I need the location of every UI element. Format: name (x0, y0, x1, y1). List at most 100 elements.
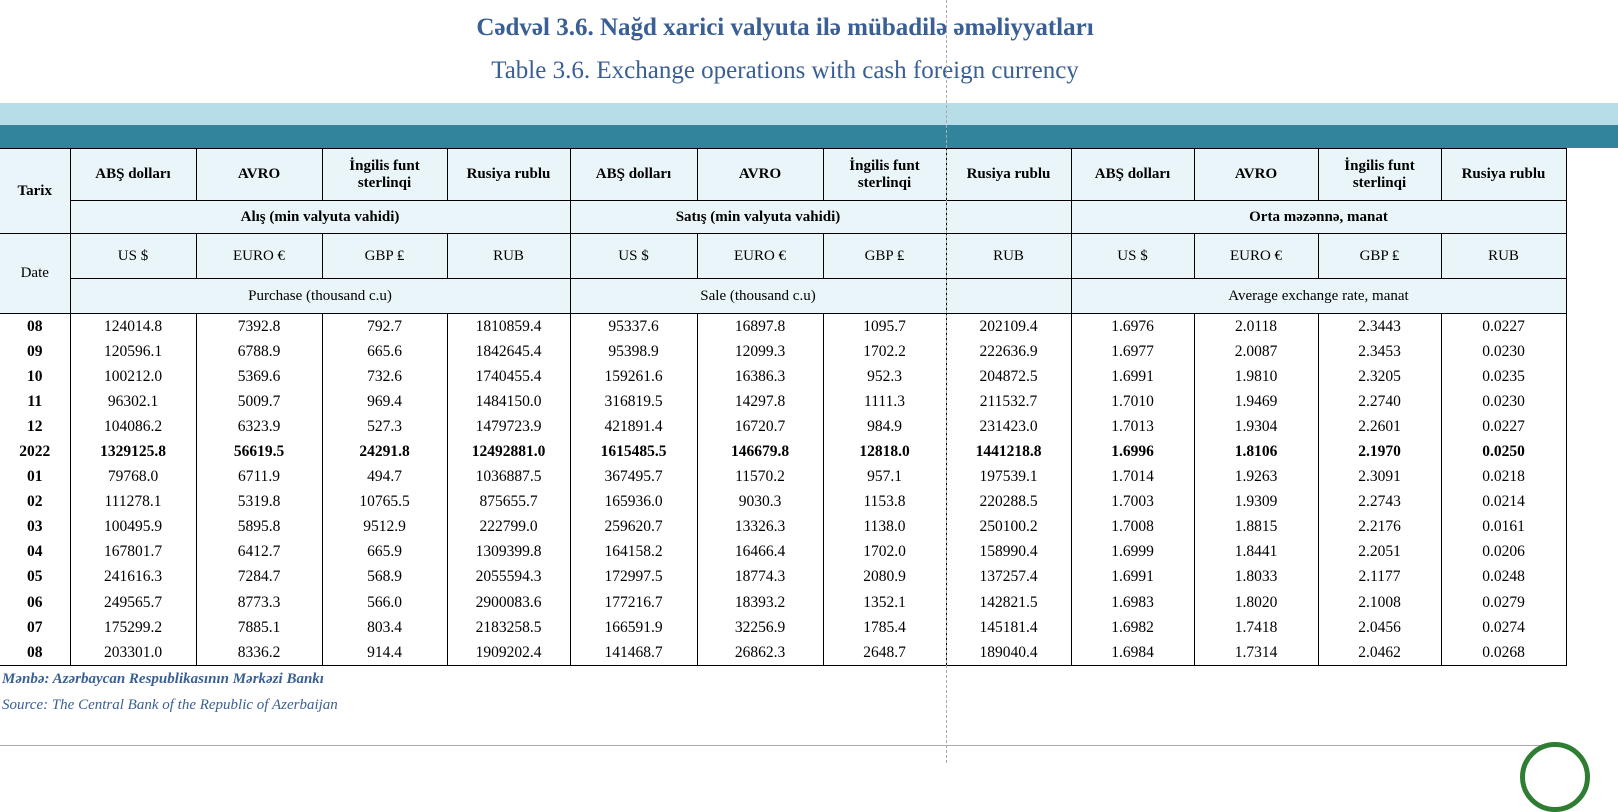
data-cell: 316819.5 (569, 389, 698, 415)
data-cell: 0.0214 (1440, 489, 1567, 515)
data-cell: 7885.1 (195, 615, 323, 641)
data-cell: 1702.2 (822, 339, 947, 365)
data-cell: 957.1 (822, 464, 947, 490)
data-cell: 250100.2 (945, 514, 1072, 540)
data-cell: 665.9 (321, 539, 448, 565)
group-header-purchase-en: Purchase (thousand c.u) (69, 278, 571, 314)
data-cell: 1138.0 (822, 514, 947, 540)
data-cell: 0.0227 (1440, 313, 1567, 340)
data-cell: 1.8106 (1193, 439, 1319, 465)
table-row: 06 249565.7 8773.3 566.0 2900083.6 177216.7 18… (0, 590, 1567, 616)
table-title-az: Cədvəl 3.6. Nağd xarici valyuta ilə müba… (476, 14, 1094, 41)
table-row: 12 104086.2 6323.9 527.3 1479723.9 421891.4 16… (0, 414, 1567, 440)
data-cell: 197539.1 (945, 464, 1072, 490)
currency-header-az: İngilis funt sterlinqi (1317, 148, 1442, 201)
data-cell: 1.9469 (1193, 389, 1319, 415)
currency-header-az: Rusiya rublu (446, 148, 571, 201)
data-cell: 1352.1 (822, 590, 947, 616)
data-cell: 875655.7 (446, 489, 571, 515)
data-cell: 259620.7 (569, 514, 698, 540)
group-header-sale-az: Satış (min valyuta vahidi) (569, 200, 947, 234)
data-cell: 1.6999 (1070, 539, 1195, 565)
currency-header-az: İngilis funt sterlinqi (822, 148, 947, 201)
row-date: 08 (0, 640, 71, 667)
data-cell: 1153.8 (822, 489, 947, 515)
data-cell: 142821.5 (945, 590, 1072, 616)
data-cell: 0.0218 (1440, 464, 1567, 490)
data-cell: 100212.0 (69, 364, 197, 390)
data-cell: 2.0456 (1317, 615, 1442, 641)
data-cell: 1.7418 (1193, 615, 1319, 641)
table-row: 02 111278.1 5319.8 10765.5 875655.7 165936.0 9… (0, 489, 1567, 515)
data-cell: 167801.7 (69, 539, 197, 565)
data-cell: 8773.3 (195, 590, 323, 616)
row-date: 10 (0, 364, 71, 390)
data-cell: 166591.9 (569, 615, 698, 641)
currency-header-az: İngilis funt sterlinqi (321, 148, 448, 201)
data-cell: 0.0161 (1440, 514, 1567, 540)
group-header-empty (945, 200, 1072, 234)
group-header-average-en: Average exchange rate, manat (1070, 278, 1567, 314)
data-cell: 952.3 (822, 364, 947, 390)
data-cell: 1.6976 (1070, 313, 1195, 340)
data-cell: 203301.0 (69, 640, 197, 667)
data-cell: 5369.6 (195, 364, 323, 390)
data-cell: 124014.8 (69, 313, 197, 340)
currency-header-en: RUB (446, 233, 571, 279)
data-cell: 164158.2 (569, 539, 698, 565)
table-row: 11 96302.1 5009.7 969.4 1484150.0 316819.5 142… (0, 389, 1567, 415)
data-cell: 1.6982 (1070, 615, 1195, 641)
data-cell: 9512.9 (321, 514, 448, 540)
table-row: 05 241616.3 7284.7 568.9 2055594.3 172997.5 18… (0, 564, 1567, 591)
currency-header-az: Rusiya rublu (945, 148, 1072, 201)
data-cell: 16720.7 (696, 414, 824, 440)
data-cell: 104086.2 (69, 414, 197, 440)
data-cell: 5009.7 (195, 389, 323, 415)
data-cell: 249565.7 (69, 590, 197, 616)
table-row: 04 167801.7 6412.7 665.9 1309399.8 164158.2 16… (0, 539, 1567, 565)
data-cell: 984.9 (822, 414, 947, 440)
data-cell: 1329125.8 (69, 439, 197, 465)
data-cell: 231423.0 (945, 414, 1072, 440)
data-cell: 1.9309 (1193, 489, 1319, 515)
data-cell: 0.0230 (1440, 389, 1567, 415)
data-cell: 1036887.5 (446, 464, 571, 490)
data-cell: 1842645.4 (446, 339, 571, 365)
data-cell: 2.3205 (1317, 364, 1442, 390)
data-cell: 202109.4 (945, 313, 1072, 340)
data-cell: 18774.3 (696, 564, 824, 591)
data-cell: 6788.9 (195, 339, 323, 365)
data-cell: 1309399.8 (446, 539, 571, 565)
data-cell: 96302.1 (69, 389, 197, 415)
data-cell: 0.0227 (1440, 414, 1567, 440)
data-cell: 2.3091 (1317, 464, 1442, 490)
data-cell: 158990.4 (945, 539, 1072, 565)
table-row: 08 124014.8 7392.8 792.7 1810859.4 95337.6 168… (0, 313, 1567, 340)
header-band-light (0, 103, 1618, 125)
data-cell: 79768.0 (69, 464, 197, 490)
data-cell: 1.6991 (1070, 564, 1195, 591)
data-cell: 14297.8 (696, 389, 824, 415)
data-cell: 1740455.4 (446, 364, 571, 390)
data-cell: 0.0206 (1440, 539, 1567, 565)
data-cell: 1810859.4 (446, 313, 571, 340)
data-cell: 7284.7 (195, 564, 323, 591)
group-header-average-az: Orta məzənnə, manat (1070, 200, 1567, 234)
data-cell: 222799.0 (446, 514, 571, 540)
data-cell: 2648.7 (822, 640, 947, 667)
data-cell: 137257.4 (945, 564, 1072, 591)
data-cell: 665.6 (321, 339, 448, 365)
data-cell: 2.2743 (1317, 489, 1442, 515)
currency-header-en: RUB (945, 233, 1072, 279)
currency-header-az: AVRO (696, 148, 824, 201)
data-cell: 2.2051 (1317, 539, 1442, 565)
data-cell: 0.0230 (1440, 339, 1567, 365)
source-az: Mənbə: Azərbaycan Respublikasının Mərkəz… (2, 671, 324, 687)
data-cell: 16897.8 (696, 313, 824, 340)
data-cell: 2.2601 (1317, 414, 1442, 440)
exchange-operations-table: Tarix ABŞ dolları AVRO İngilis funt sterlin… (0, 148, 1567, 667)
data-cell: 1909202.4 (446, 640, 571, 667)
row-date: 06 (0, 590, 71, 616)
data-cell: 568.9 (321, 564, 448, 591)
data-cell: 32256.9 (696, 615, 824, 641)
